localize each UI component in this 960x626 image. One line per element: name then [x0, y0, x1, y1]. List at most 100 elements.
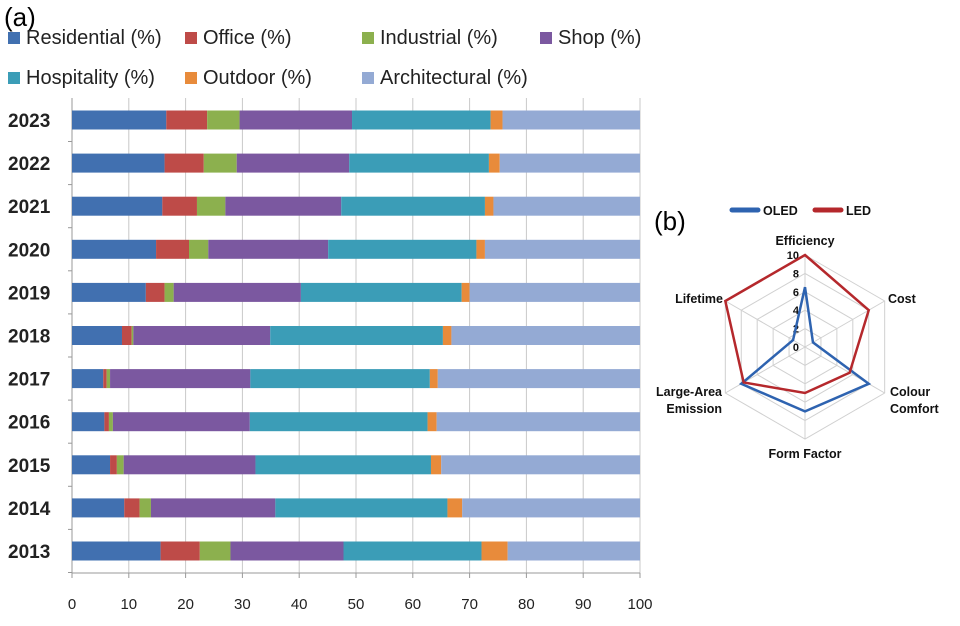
bar-segment: [189, 239, 209, 259]
legend-label: Architectural (%): [380, 67, 528, 89]
bar-segment: [341, 196, 485, 216]
bar-segment: [72, 196, 163, 216]
radar-series-led: [723, 253, 871, 395]
bar-segment: [164, 153, 204, 173]
bar-segment: [352, 110, 491, 130]
bar-segment: [72, 498, 125, 518]
bar-segment: [160, 541, 200, 561]
bar-segment: [110, 455, 117, 475]
bar-segment: [255, 455, 431, 475]
x-tick-label: 20: [177, 596, 194, 613]
bar-segment: [196, 196, 226, 216]
bar-segment: [72, 455, 111, 475]
radar-axis-label: Lifetime: [675, 292, 723, 306]
radar-tick-label: 8: [793, 268, 799, 280]
bar-segment: [275, 498, 448, 518]
stacked-bar-chart: Residential (%) Office (%) Industrial (%) S…: [8, 27, 653, 613]
bar-segment: [199, 541, 231, 561]
bar-segment: [112, 412, 250, 432]
bar-segment: [72, 153, 165, 173]
bar-segment: [427, 412, 437, 432]
y-tick-label: 2021: [8, 197, 51, 218]
bar-segment: [116, 455, 124, 475]
bar-segment: [300, 282, 462, 302]
bar-segment: [208, 239, 329, 259]
x-tick-label: 30: [234, 596, 251, 613]
x-tick-label: 0: [68, 596, 76, 613]
bar-segment: [447, 498, 463, 518]
legend-label: Industrial (%): [380, 27, 498, 49]
bar-segment: [502, 110, 640, 130]
radar-tick-label: 0: [793, 342, 799, 354]
radar-spoke: [804, 300, 885, 348]
legend-label: OLED: [763, 204, 798, 218]
radar-spoke: [725, 346, 806, 394]
bar-segment: [72, 282, 146, 302]
legend-label: Office (%): [203, 27, 292, 49]
radar-axis-label: Form Factor: [769, 447, 842, 461]
y-tick-label: 2018: [8, 327, 50, 348]
radar-spoke: [725, 300, 806, 348]
x-tick-label: 90: [575, 596, 592, 613]
bar-segment: [476, 239, 485, 259]
radar-axis-label: Cost: [888, 292, 917, 306]
legend-label: Hospitality (%): [26, 67, 155, 89]
bar-segment: [469, 282, 640, 302]
bar-segment: [499, 153, 640, 173]
legend-swatch: [362, 72, 374, 84]
radar-tick-label: 6: [793, 287, 799, 299]
bar-segment: [123, 455, 256, 475]
bar-segment: [162, 196, 197, 216]
bar-segment: [150, 498, 276, 518]
bar-segment: [488, 153, 500, 173]
legend-label: Residential (%): [26, 27, 162, 49]
bar-segment: [173, 282, 301, 302]
bar-segment: [442, 326, 452, 345]
radar-series-oled: [738, 286, 872, 413]
y-tick-label: 2023: [8, 111, 50, 132]
legend-swatch: [8, 72, 20, 84]
y-tick-label: 2015: [8, 456, 51, 477]
bar-segment: [203, 153, 237, 173]
bar-segment: [166, 110, 208, 130]
panel-label-b: (b): [654, 206, 686, 236]
bar-segment: [436, 412, 640, 432]
bar-segment: [104, 412, 109, 432]
bar-segment: [103, 369, 107, 389]
y-tick-label: 2022: [8, 154, 50, 175]
legend-swatch: [185, 32, 197, 44]
bar-segment: [72, 239, 157, 259]
bar-segment: [270, 326, 443, 345]
bar-segment: [462, 498, 640, 518]
bar-segment: [239, 110, 353, 130]
bar-segment: [225, 196, 342, 216]
legend-swatch: [362, 32, 374, 44]
bar-segment: [451, 326, 640, 345]
x-tick-label: 10: [120, 596, 137, 613]
legend-swatch: [8, 32, 20, 44]
legend-label: Outdoor (%): [203, 67, 312, 89]
bar-segment: [133, 326, 271, 345]
bar-segment: [490, 110, 503, 130]
bar-segment: [108, 412, 113, 432]
x-tick-label: 70: [461, 596, 478, 613]
bar-segment: [207, 110, 240, 130]
bar-segment: [349, 153, 489, 173]
legend-swatch: [185, 72, 197, 84]
y-tick-label: 2013: [8, 542, 50, 563]
x-tick-label: 40: [291, 596, 308, 613]
bar-segment: [156, 239, 190, 259]
bar-segment: [164, 282, 174, 302]
bar-segment: [507, 541, 640, 561]
bar-segment: [249, 412, 428, 432]
bar-segment: [72, 541, 161, 561]
bar-segment: [484, 196, 494, 216]
bar-segment: [343, 541, 482, 561]
bar-segment: [481, 541, 508, 561]
y-tick-label: 2020: [8, 240, 50, 261]
bar-segment: [429, 369, 438, 389]
legend-swatch: [540, 32, 552, 44]
bar-segment: [72, 326, 122, 345]
bar-segment: [461, 282, 470, 302]
